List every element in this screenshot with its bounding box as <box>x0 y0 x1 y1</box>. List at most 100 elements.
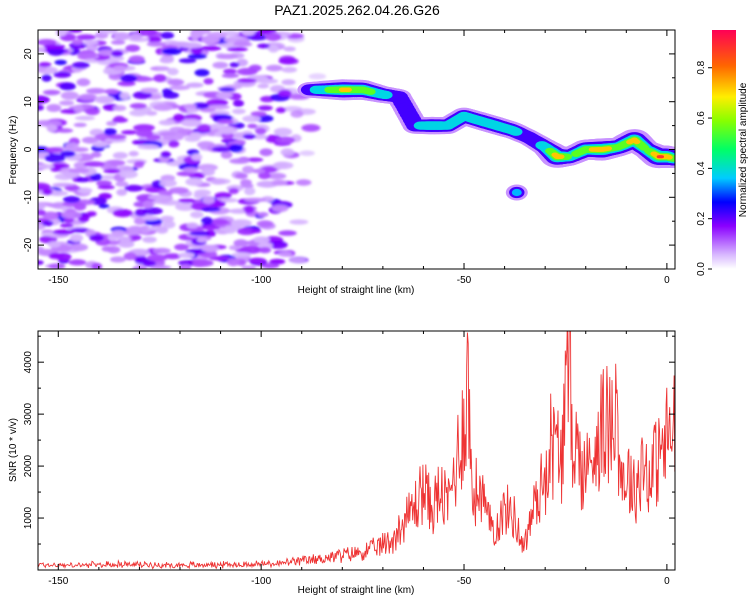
noise-blob <box>127 225 144 233</box>
noise-blob <box>38 46 46 52</box>
noise-blob <box>215 92 233 99</box>
noise-blob <box>211 146 232 153</box>
noise-blob <box>134 77 155 82</box>
noise-blob <box>120 74 138 83</box>
noise-blob <box>94 95 115 104</box>
colorbar-tick-label: 0.0 <box>696 262 707 276</box>
noise-blob <box>69 233 84 243</box>
noise-blob <box>38 120 53 127</box>
noise-blob <box>273 127 293 137</box>
noise-blob <box>232 108 246 115</box>
noise-blob <box>163 253 182 260</box>
noise-blob <box>124 184 144 192</box>
noise-blob <box>229 62 240 68</box>
noise-blob <box>218 87 235 92</box>
noise-blob <box>128 150 139 157</box>
noise-blob <box>42 220 54 227</box>
noise-blob <box>168 140 180 148</box>
noise-blob <box>161 88 173 95</box>
noise-blob <box>216 53 238 60</box>
noise-blob <box>46 203 64 208</box>
noise-blob <box>175 202 196 211</box>
noise-blob <box>129 109 148 117</box>
noise-blob <box>69 243 89 252</box>
noise-blob <box>259 148 273 157</box>
noise-blob <box>185 177 204 186</box>
noise-blob <box>145 110 158 116</box>
noise-blob <box>147 194 170 201</box>
noise-blob <box>197 124 212 132</box>
noise-blob <box>56 128 74 133</box>
noise-blob <box>289 257 306 263</box>
noise-blob <box>142 260 156 267</box>
noise-blob <box>97 185 115 190</box>
noise-blob <box>231 252 252 258</box>
noise-blob <box>258 105 273 111</box>
noise-blob <box>106 121 118 126</box>
colorbar-tick-label: 0.6 <box>696 111 707 125</box>
noise-blob <box>132 91 153 100</box>
noise-blob <box>98 204 110 209</box>
noise-blob <box>201 207 221 212</box>
noise-blob <box>257 83 270 89</box>
noise-blob <box>48 263 66 269</box>
noise-blob <box>91 262 103 269</box>
noise-blob <box>83 40 99 46</box>
noise-blob <box>111 50 124 58</box>
noise-blob <box>233 239 249 247</box>
noise-blob <box>159 57 174 64</box>
noise-blob <box>265 32 282 42</box>
noise-blob <box>142 207 163 215</box>
noise-blob <box>103 88 120 95</box>
noise-blob <box>75 177 90 183</box>
noise-blob <box>228 245 240 251</box>
noise-blob <box>275 136 295 145</box>
noise-blob <box>247 123 258 129</box>
noise-blob <box>46 124 58 132</box>
noise-blob <box>201 216 213 225</box>
noise-blob <box>201 168 215 176</box>
noise-blob <box>139 225 151 234</box>
noise-blob <box>257 212 269 217</box>
noise-blob <box>233 41 253 47</box>
noise-blob <box>76 34 96 41</box>
noise-blob <box>146 41 166 47</box>
isolated-blob <box>511 188 522 197</box>
noise-blob <box>153 74 167 83</box>
colorbar-label: Normalized spectral amplitude <box>738 82 749 217</box>
noise-blob <box>110 40 126 45</box>
noise-blob <box>38 62 52 68</box>
noise-blob <box>290 110 304 118</box>
spectrogram-y-ticks: -20 -10 0 10 20 <box>23 29 675 270</box>
noise-blob <box>136 30 158 37</box>
noise-blob <box>86 88 106 94</box>
noise-blob <box>258 242 273 249</box>
noise-blob <box>268 44 279 53</box>
snr-x-axis-label: Height of straight line (km) <box>298 585 415 596</box>
noise-blob <box>301 124 321 132</box>
ridge-blobs <box>297 79 675 201</box>
noise-blob <box>134 161 146 166</box>
noise-blob <box>210 178 226 185</box>
noise-blob <box>83 161 105 167</box>
noise-blob <box>172 113 186 122</box>
noise-blob <box>103 168 121 174</box>
noise-blob <box>242 133 256 140</box>
ridge-blob <box>379 90 393 100</box>
noise-blob <box>142 236 157 243</box>
noise-blob <box>68 168 90 173</box>
noise-blob <box>42 89 61 95</box>
noise-blob <box>244 197 267 203</box>
noise-blob <box>221 132 234 140</box>
ridge-blob <box>509 127 523 136</box>
noise-blob <box>194 69 210 77</box>
noise-blob <box>266 172 287 180</box>
colorbar-tick-label: 0.8 <box>696 60 707 74</box>
noise-blob <box>174 243 189 251</box>
noise-blob <box>135 256 146 263</box>
noise-blob <box>281 66 298 73</box>
noise-blob <box>89 173 103 182</box>
noise-blob <box>71 39 84 45</box>
